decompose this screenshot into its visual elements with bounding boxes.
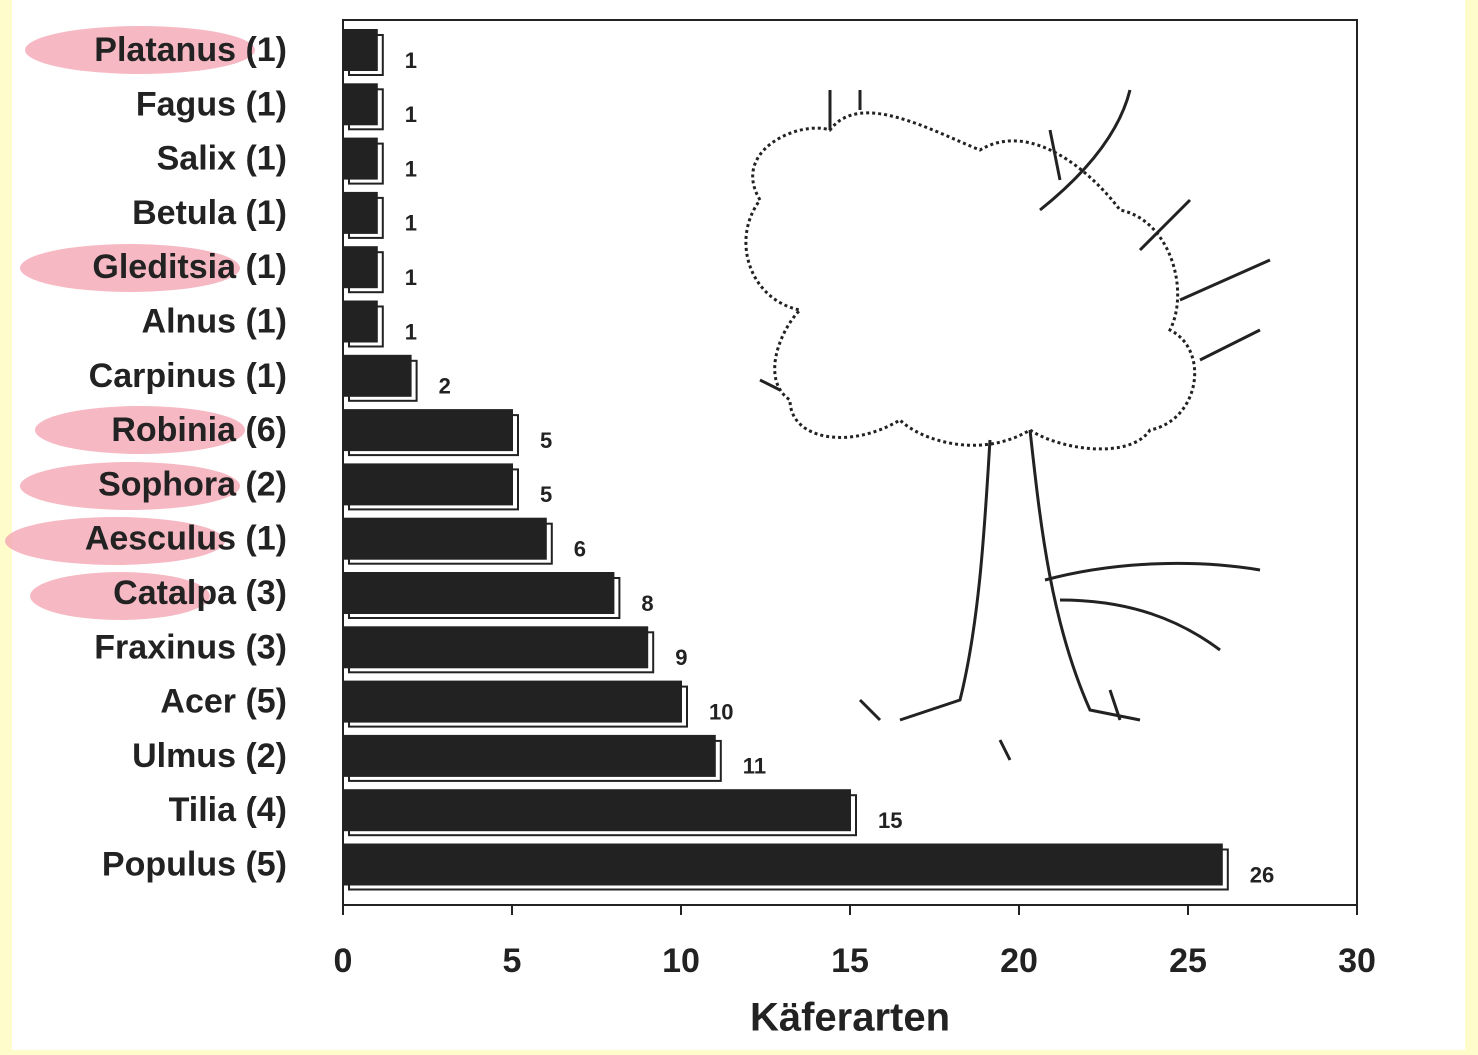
bar [342,191,378,234]
x-tick-label: 15 [831,942,869,980]
bar [342,137,378,180]
y-tick-label: Platanus (1) [94,31,287,69]
value-label: 26 [1250,862,1274,887]
y-tick-label: Betula (1) [132,194,287,232]
highlight [25,26,255,74]
y-tick-label: Ulmus (2) [132,737,287,775]
bar [342,29,378,71]
bar [342,409,513,452]
bar [342,246,378,289]
bar [342,300,378,343]
value-label: 1 [405,102,417,127]
y-tick-label: Sophora (2) [98,465,287,503]
bar [342,572,615,614]
value-label: 9 [675,645,687,670]
bar [342,734,716,777]
value-label: 1 [405,265,417,290]
x-tick-label: 30 [1338,942,1376,980]
y-tick-label: Gleditsia (1) [92,248,287,286]
value-label: 5 [540,428,552,453]
value-label: 1 [405,156,417,181]
y-tick-label: Aesculus (1) [85,520,287,558]
y-tick-label: Populus (5) [102,845,287,883]
highlight [35,406,245,454]
y-tick-label: Fagus (1) [136,85,287,123]
value-label: 5 [540,482,552,507]
value-label: 10 [709,699,733,724]
x-tick-label: 20 [1000,942,1038,980]
bar [342,463,513,506]
highlight [30,572,210,620]
tree-drawing [744,89,1271,761]
value-label: 6 [574,537,586,562]
value-label: 15 [878,808,902,833]
highlight [20,462,240,510]
y-tick-label: Robinia (6) [111,411,287,449]
y-tick-label: Fraxinus (3) [94,628,287,666]
value-label: 11 [743,754,766,779]
value-label: 8 [641,591,653,616]
x-tick-label: 10 [662,942,700,980]
y-tick-label: Salix (1) [157,140,287,178]
bar [342,680,682,723]
bar [342,354,412,397]
value-label: 1 [405,319,417,344]
bar [342,83,378,126]
bar [342,843,1223,886]
x-tick-label: 0 [334,942,353,980]
highlights [5,26,255,620]
bar [342,789,851,832]
y-tick-label: Tilia (4) [169,791,287,829]
value-label: 1 [405,211,417,236]
y-tick-label: Catalpa (3) [113,574,287,612]
highlight [5,517,225,565]
x-tick-label: 25 [1169,942,1207,980]
y-tick-label: Acer (5) [160,683,287,721]
value-label: 1 [405,48,417,73]
x-tick-label: 5 [503,942,522,980]
y-tick-label: Alnus (1) [142,302,287,340]
value-label: 2 [439,374,451,399]
x-axis-label: Käferarten [750,996,950,1040]
highlight [20,244,240,292]
y-tick-label: Carpinus (1) [89,357,287,395]
bar [342,626,649,669]
bar [342,517,547,560]
